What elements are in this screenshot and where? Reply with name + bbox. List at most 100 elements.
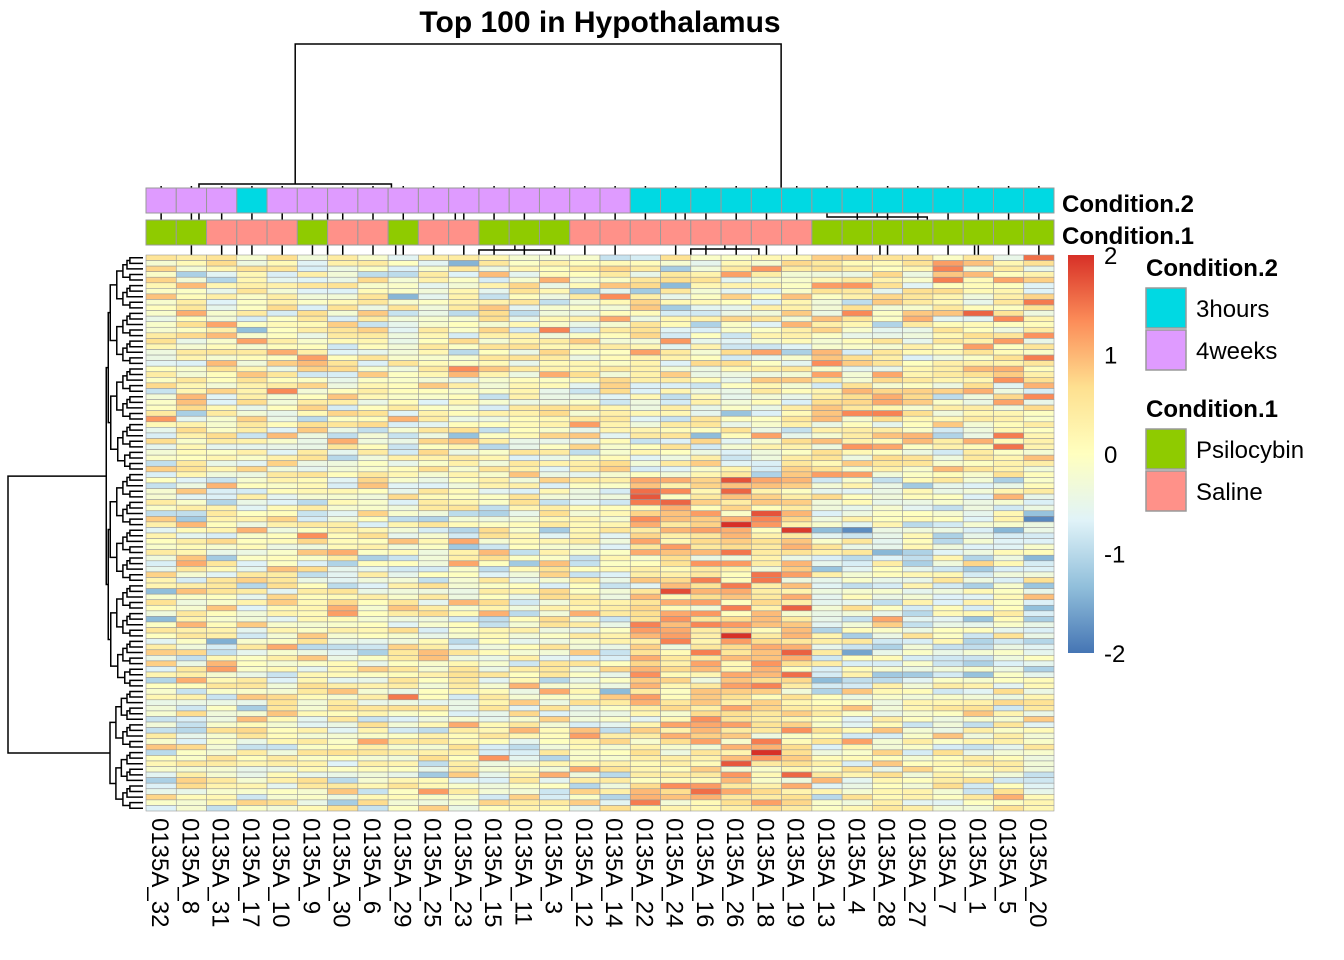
heatmap-cell (811, 743, 843, 751)
heatmap-cell (418, 582, 449, 589)
heatmap-cell (993, 326, 1025, 334)
heatmap-cell (872, 454, 903, 462)
heatmap-cell (690, 427, 722, 434)
heatmap-cell (569, 415, 601, 423)
heatmap-cell (932, 660, 964, 667)
heatmap-cell (660, 427, 692, 434)
dendrogram-branch (126, 615, 143, 626)
heatmap-cell (357, 449, 389, 456)
heatmap-cell (569, 276, 601, 284)
heatmap-cell (539, 377, 571, 384)
heatmap-cell (145, 788, 177, 795)
heatmap-cell (1023, 771, 1055, 778)
heatmap-cell (206, 354, 238, 361)
heatmap-cell (418, 460, 449, 467)
heatmap-cell (932, 649, 964, 656)
heatmap-cell (418, 415, 449, 423)
heatmap-cell (206, 499, 238, 506)
heatmap-cell (1023, 710, 1055, 717)
heatmap-cell (993, 315, 1025, 323)
heatmap-cell (751, 749, 782, 756)
heatmap-cell (751, 627, 782, 634)
heatmap-cell (327, 343, 359, 350)
heatmap-cell (811, 771, 843, 778)
heatmap-cell (327, 799, 359, 806)
heatmap-cell (327, 610, 359, 617)
heatmap-cell (660, 510, 692, 517)
heatmap-cell (962, 415, 994, 423)
heatmap-cell (993, 449, 1025, 456)
heatmap-cell (327, 632, 359, 639)
heatmap-cell (962, 393, 994, 400)
heatmap-cell (266, 610, 298, 617)
heatmap-cell (569, 571, 601, 578)
heatmap-cell (266, 543, 298, 550)
heatmap-cell (993, 288, 1025, 295)
heatmap-cell (145, 705, 177, 712)
heatmap-cell (569, 532, 601, 539)
heatmap-cell (751, 499, 782, 506)
heatmap-cell (781, 293, 813, 300)
heatmap-cell (599, 471, 631, 478)
heatmap-cell (781, 693, 813, 701)
heatmap-cell (478, 671, 510, 678)
heatmap-cell (297, 404, 328, 411)
heatmap-cell (629, 693, 661, 701)
heatmap-cell (781, 716, 813, 723)
heatmap-cell (660, 271, 692, 278)
heatmap-cell (660, 782, 692, 790)
heatmap-cell (266, 438, 298, 445)
heatmap-cell (236, 326, 268, 334)
heatmap-cell (962, 621, 994, 628)
heatmap-cell (478, 471, 510, 478)
heatmap-cell (387, 354, 419, 361)
heatmap-cell (599, 688, 631, 695)
heatmap-cell (387, 682, 419, 689)
heatmap-cell (175, 399, 207, 406)
heatmap-cell (508, 566, 540, 573)
heatmap-cell (811, 410, 843, 417)
heatmap-cell (508, 288, 540, 295)
heatmap-cell (690, 471, 722, 478)
heatmap-cell (993, 677, 1025, 684)
heatmap-cell (508, 660, 540, 667)
heatmap-cell (962, 371, 994, 378)
heatmap-cell (720, 521, 752, 528)
dendrogram-branch (129, 490, 143, 498)
heatmap-cell (448, 721, 480, 728)
heatmap-cell (932, 705, 964, 712)
annotation-cell-condition-1 (720, 219, 752, 246)
heatmap-cell (569, 632, 601, 639)
dendrogram-branch (126, 259, 143, 270)
heatmap-cell (478, 738, 510, 745)
dendrogram-branch (129, 257, 143, 265)
heatmap-cell (993, 488, 1025, 495)
heatmap-cell (599, 699, 631, 706)
heatmap-cell (236, 749, 268, 756)
heatmap-cell (599, 415, 631, 423)
heatmap-cell (751, 365, 782, 373)
heatmap-cell (902, 699, 934, 706)
heatmap-cell (478, 415, 510, 423)
heatmap-cell (448, 521, 480, 528)
dendrogram-branch (115, 767, 123, 800)
heatmap-cell (629, 276, 661, 284)
annotation-cell-condition-2 (902, 187, 934, 214)
heatmap-cell (175, 260, 207, 267)
heatmap-cell (206, 504, 238, 512)
heatmap-cell (720, 582, 752, 589)
heatmap-cell (418, 438, 449, 445)
heatmap-cell (387, 299, 419, 306)
heatmap-cell (751, 549, 782, 556)
heatmap-cell (902, 705, 934, 712)
heatmap-cell (690, 732, 722, 740)
heatmap-cell (357, 693, 389, 701)
dendrogram-branch (129, 451, 143, 459)
heatmap-cell (448, 321, 480, 328)
heatmap-cell (145, 727, 177, 734)
heatmap-cell (781, 794, 813, 801)
heatmap-cell (387, 588, 419, 595)
heatmap-cell (872, 705, 903, 712)
heatmap-cell (508, 477, 540, 484)
heatmap-cell (448, 566, 480, 573)
